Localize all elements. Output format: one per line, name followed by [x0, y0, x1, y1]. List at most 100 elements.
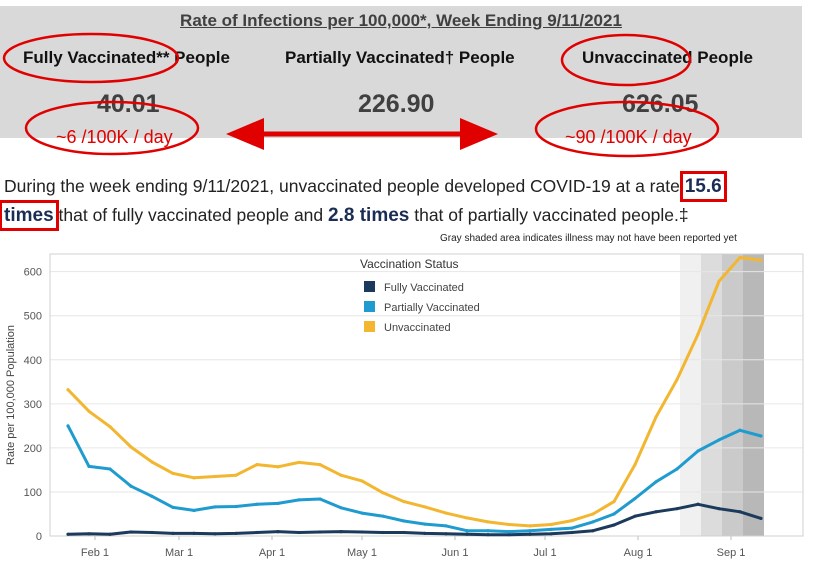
- data-point-partially-vaccinated-4: [150, 494, 154, 498]
- data-point-partially-vaccinated-15: [381, 514, 385, 518]
- data-point-fully-vaccinated-29: [675, 507, 679, 511]
- data-point-partially-vaccinated-21: [507, 529, 511, 534]
- data-point-fully-vaccinated-27: [633, 514, 637, 518]
- data-point-unvaccinated-10: [276, 465, 280, 469]
- data-point-partially-vaccinated-9: [255, 502, 259, 506]
- data-point-unvaccinated-5: [171, 471, 175, 476]
- annotation-overlay: [2, 32, 720, 158]
- data-point-unvaccinated-4: [150, 460, 154, 464]
- unvaccinated-label-circle: [560, 33, 692, 87]
- data-point-unvaccinated-27: [633, 463, 637, 467]
- data-point-fully-vaccinated-18: [444, 532, 448, 536]
- data-point-unvaccinated-6: [192, 476, 196, 480]
- data-point-unvaccinated-7: [213, 474, 217, 479]
- x-tick-label-6: Aug 1: [624, 547, 653, 559]
- data-point-unvaccinated-9: [255, 463, 259, 467]
- data-point-partially-vaccinated-16: [402, 519, 406, 523]
- double-arrow: [226, 118, 498, 150]
- data-point-unvaccinated-11: [297, 460, 301, 465]
- legend-label-partially-vaccinated: Partially Vaccinated: [384, 302, 480, 314]
- data-point-fully-vaccinated-32: [738, 510, 742, 514]
- data-point-fully-vaccinated-17: [423, 531, 427, 535]
- summary-text-1: During the week ending 9/11/2021, unvacc…: [4, 176, 680, 196]
- unvaccinated-rate-circle: [534, 100, 720, 158]
- data-point-unvaccinated-30: [696, 332, 700, 336]
- data-point-partially-vaccinated-31: [717, 438, 721, 442]
- data-point-fully-vaccinated-30: [696, 502, 700, 506]
- shaded-period-1: [701, 254, 722, 536]
- data-point-unvaccinated-15: [381, 491, 385, 495]
- summary-paragraph: During the week ending 9/11/2021, unvacc…: [0, 171, 804, 231]
- series-line-partially-vaccinated: [66, 425, 762, 534]
- data-point-partially-vaccinated-2: [108, 467, 112, 471]
- data-point-fully-vaccinated-11: [297, 530, 301, 535]
- data-point-unvaccinated-3: [129, 445, 133, 449]
- legend-title: Vaccination Status: [360, 257, 459, 271]
- summary-text-2: that of fully vaccinated people and: [58, 205, 324, 225]
- data-point-unvaccinated-32: [738, 255, 742, 260]
- y-tick-label-300: 300: [24, 399, 42, 411]
- summary-text-3: that of partially vaccinated people.‡: [414, 205, 689, 225]
- legend-label-unvaccinated: Unvaccinated: [384, 322, 451, 334]
- data-point-fully-vaccinated-9: [255, 530, 259, 535]
- shaded-period-0: [680, 254, 701, 536]
- series-line-fully-vaccinated: [67, 502, 762, 537]
- data-point-fully-vaccinated-26: [612, 523, 616, 527]
- data-point-fully-vaccinated-22: [528, 532, 532, 536]
- data-point-unvaccinated-24: [570, 518, 574, 523]
- fully-rate-circle: [24, 100, 200, 156]
- data-point-unvaccinated-13: [339, 473, 343, 477]
- y-tick-label-200: 200: [24, 443, 42, 455]
- data-point-unvaccinated-26: [612, 500, 616, 504]
- data-point-fully-vaccinated-33: [759, 516, 763, 520]
- data-point-unvaccinated-25: [591, 512, 595, 516]
- data-point-fully-vaccinated-13: [339, 529, 343, 534]
- data-point-unvaccinated-2: [108, 425, 112, 429]
- data-point-fully-vaccinated-5: [171, 531, 175, 535]
- data-point-fully-vaccinated-28: [654, 510, 658, 514]
- data-point-fully-vaccinated-19: [465, 532, 469, 536]
- data-point-fully-vaccinated-15: [381, 530, 385, 535]
- series-line-unvaccinated: [66, 256, 762, 528]
- data-point-fully-vaccinated-4: [150, 530, 154, 535]
- x-tick-label-0: Feb 1: [81, 547, 109, 559]
- data-point-unvaccinated-28: [654, 415, 658, 419]
- y-tick-label-600: 600: [24, 267, 42, 279]
- data-point-unvaccinated-0: [66, 388, 70, 392]
- x-tick-label-4: Jun 1: [442, 547, 469, 559]
- data-point-partially-vaccinated-19: [465, 529, 469, 533]
- data-point-partially-vaccinated-32: [738, 428, 742, 432]
- data-point-partially-vaccinated-24: [570, 526, 574, 530]
- data-point-partially-vaccinated-10: [276, 501, 280, 505]
- legend-swatch-fully-vaccinated: [364, 281, 375, 292]
- data-point-partially-vaccinated-30: [696, 449, 700, 453]
- data-point-partially-vaccinated-18: [444, 524, 448, 528]
- unvaccinated-daily-note: ~90 /100K / day: [565, 127, 692, 147]
- legend-label-fully-vaccinated: Fully Vaccinated: [384, 282, 464, 294]
- data-point-fully-vaccinated-6: [192, 531, 196, 535]
- legend-swatch-partially-vaccinated: [364, 301, 375, 312]
- ratio-unvax-vs-fully: 15.6: [679, 171, 727, 202]
- data-point-fully-vaccinated-24: [570, 530, 574, 535]
- data-point-partially-vaccinated-1: [87, 464, 91, 468]
- y-tick-label-500: 500: [24, 311, 42, 323]
- y-axis-label: Rate per 100,000 Population: [5, 325, 17, 465]
- partially-vaccinated-label: Partially Vaccinated† People: [285, 48, 515, 67]
- data-point-fully-vaccinated-20: [486, 533, 490, 537]
- data-point-unvaccinated-31: [717, 279, 721, 283]
- data-point-fully-vaccinated-12: [318, 530, 322, 534]
- data-point-fully-vaccinated-23: [549, 532, 553, 536]
- data-point-fully-vaccinated-31: [717, 507, 721, 511]
- x-tick-label-7: Sep 1: [717, 547, 746, 559]
- x-tick-label-2: Apr 1: [259, 547, 285, 559]
- ratio-unvax-vs-partial: 2.8 times: [328, 205, 410, 226]
- y-tick-label-400: 400: [24, 355, 42, 367]
- data-point-unvaccinated-1: [87, 409, 91, 413]
- data-point-unvaccinated-22: [528, 524, 532, 528]
- rates-header-panel: Rate of Infections per 100,000*, Week En…: [0, 6, 802, 147]
- header-title: Rate of Infections per 100,000*, Week En…: [180, 11, 622, 30]
- data-point-partially-vaccinated-26: [612, 512, 616, 516]
- data-point-fully-vaccinated-2: [108, 532, 112, 536]
- data-point-partially-vaccinated-14: [360, 511, 364, 515]
- data-point-partially-vaccinated-29: [675, 467, 679, 471]
